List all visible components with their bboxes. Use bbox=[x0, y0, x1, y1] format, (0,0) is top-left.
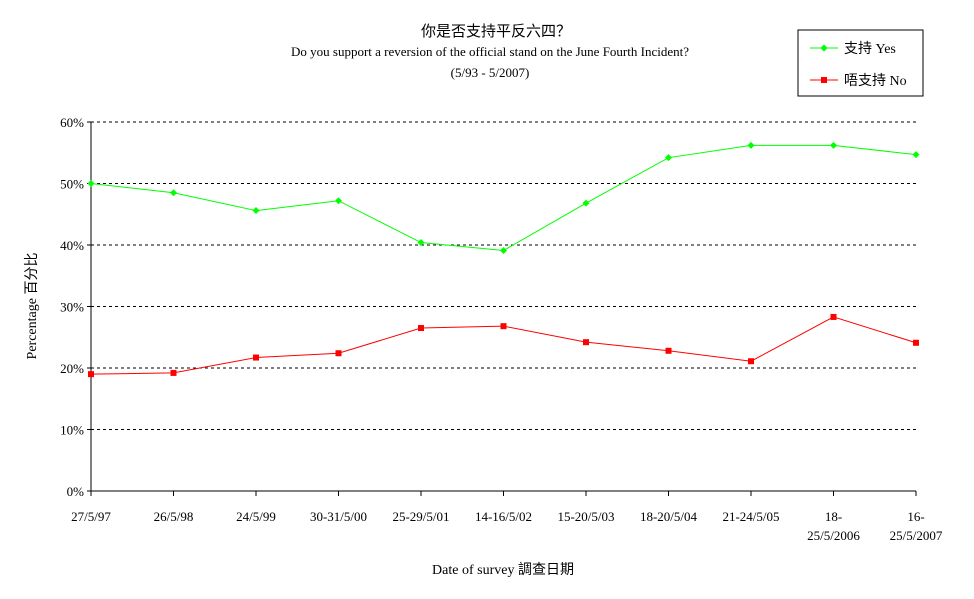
data-point bbox=[913, 339, 919, 346]
x-tick-label: 15-20/5/03 bbox=[557, 509, 614, 524]
y-tick-label: 60% bbox=[60, 115, 84, 130]
chart-period: (5/93 - 5/2007) bbox=[451, 65, 530, 80]
x-tick-label: 18-20/5/04 bbox=[640, 509, 698, 524]
data-point bbox=[87, 180, 95, 187]
x-tick-label: 14-16/5/02 bbox=[475, 509, 532, 524]
data-point bbox=[418, 325, 424, 332]
data-point bbox=[88, 371, 94, 378]
legend-label: 唔支持 No bbox=[844, 73, 907, 89]
y-tick-label: 30% bbox=[60, 300, 84, 315]
x-tick-label: 16-25/5/2007 bbox=[890, 509, 943, 543]
chart-subtitle: Do you support a reversion of the offici… bbox=[291, 44, 689, 59]
series-line bbox=[90, 144, 917, 252]
axes bbox=[87, 121, 917, 496]
series-group bbox=[87, 141, 920, 378]
data-point bbox=[665, 347, 672, 354]
data-point bbox=[583, 339, 589, 346]
y-tick-labels: 0% 10% 20% 30% 40% 50% 60% bbox=[60, 115, 84, 499]
gridlines bbox=[91, 121, 916, 430]
data-point bbox=[417, 239, 425, 247]
legend-box bbox=[797, 29, 924, 97]
y-axis-title: Percentage 百分比 bbox=[24, 253, 40, 360]
legend: 支持 Yes 唔支持 No bbox=[797, 29, 924, 97]
data-point bbox=[748, 358, 754, 365]
data-point bbox=[170, 369, 177, 376]
data-point bbox=[253, 354, 259, 361]
data-point bbox=[252, 207, 260, 215]
y-tick-label: 40% bbox=[60, 238, 84, 253]
x-tick-label: 27/5/97 bbox=[71, 509, 111, 524]
x-tick-label: 21-24/5/05 bbox=[722, 509, 779, 524]
legend-marker bbox=[821, 77, 827, 83]
data-point bbox=[747, 141, 755, 149]
chart-title: 你是否支持平反六四？ bbox=[421, 23, 571, 40]
y-tick-label: 50% bbox=[60, 177, 84, 192]
data-point bbox=[335, 197, 342, 205]
x-tick-labels: 27/5/97 26/5/98 24/5/99 30-31/5/00 25-29/5/0… bbox=[71, 509, 943, 543]
x-tick-label: 24/5/99 bbox=[236, 509, 276, 524]
data-point bbox=[500, 323, 507, 330]
data-point bbox=[500, 247, 507, 255]
y-tick-label: 20% bbox=[60, 361, 84, 376]
data-point bbox=[912, 151, 920, 159]
x-tick-label: 30-31/5/00 bbox=[310, 509, 367, 524]
data-point bbox=[830, 313, 837, 320]
x-tick-label: 26/5/98 bbox=[154, 509, 194, 524]
legend-marker bbox=[820, 44, 828, 52]
x-tick-label: 25-29/5/01 bbox=[392, 509, 449, 524]
data-point bbox=[830, 141, 837, 149]
legend-label: 支持 Yes bbox=[844, 41, 896, 57]
data-point bbox=[170, 189, 177, 197]
data-point bbox=[335, 350, 342, 357]
data-point bbox=[665, 154, 672, 162]
y-tick-label: 0% bbox=[67, 484, 85, 499]
y-tick-label: 10% bbox=[60, 423, 84, 438]
data-point bbox=[582, 199, 590, 207]
x-axis-title: Date of survey 調查日期 bbox=[432, 562, 574, 578]
x-tick-label: 18-25/5/2006 bbox=[807, 509, 860, 543]
